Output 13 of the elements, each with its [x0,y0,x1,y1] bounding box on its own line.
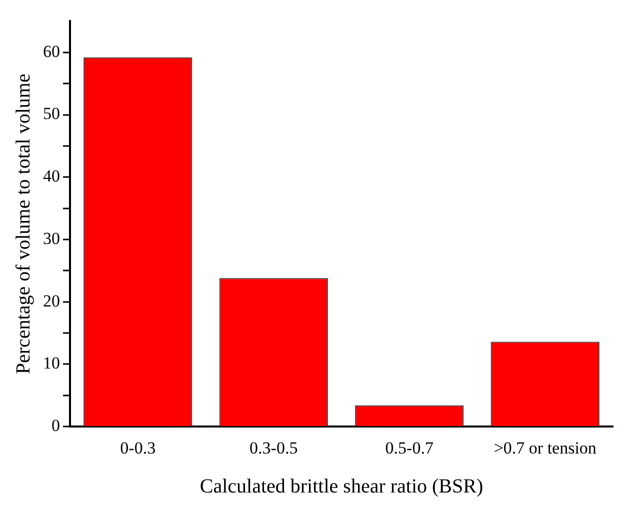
x-axis-title: Calculated brittle shear ratio (BSR) [200,475,484,498]
y-tick-label: 40 [43,166,60,186]
y-tick-label: 50 [43,104,60,124]
x-tick-label: 0.3-0.5 [250,438,298,458]
x-tick-label: 0-0.3 [120,438,156,458]
y-tick-label: 60 [43,42,60,61]
y-tick-label: 0 [52,416,60,436]
x-tick-label: >0.7 or tension [494,438,597,458]
y-tick-label: 20 [43,291,60,310]
y-tick-label: 30 [43,228,60,248]
y-axis-title: Percentage of volume to total volume [12,74,34,374]
x-tick-label: 0.5-0.7 [385,438,434,458]
y-tick-label: 10 [43,354,60,373]
